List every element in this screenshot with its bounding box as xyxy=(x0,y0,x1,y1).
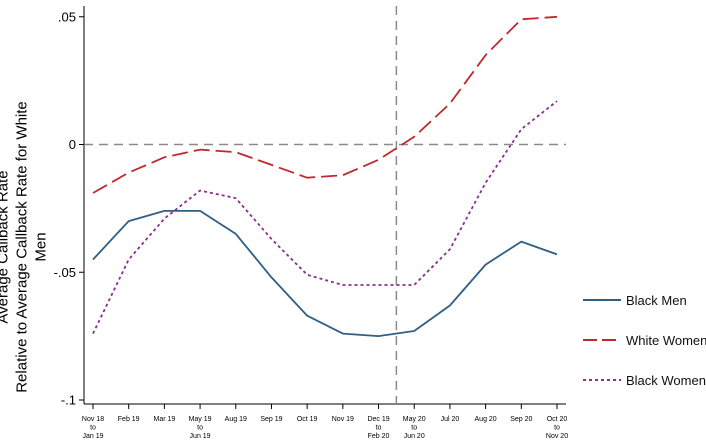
x-tick-label: May 19 to Jun 19 xyxy=(189,416,212,440)
legend: Black Men White Women Black Women xyxy=(582,293,706,413)
x-tick-label: Mar 19 xyxy=(153,416,175,423)
series-line-black-men xyxy=(92,209,558,338)
x-tick-label: Sep 19 xyxy=(260,416,282,423)
legend-item-black-men: Black Men xyxy=(582,293,706,333)
legend-swatch-dot xyxy=(583,379,621,381)
legend-item-black-women: Black Women xyxy=(582,373,706,413)
y-axis-label-line1: Average Callback Rate xyxy=(0,170,12,324)
series-line-black-women xyxy=(92,100,558,334)
x-tick-label: Aug 20 xyxy=(475,416,497,423)
series-lines xyxy=(92,15,558,338)
reference-lines xyxy=(84,6,566,404)
x-tick-label: Feb 19 xyxy=(118,416,140,423)
legend-swatch-solid xyxy=(583,299,621,301)
legend-label: Black Women xyxy=(626,373,706,388)
legend-item-white-women: White Women xyxy=(582,333,706,373)
legend-label: Black Men xyxy=(626,293,687,308)
legend-label: White Women xyxy=(626,333,706,348)
y-axis-label-line2: Relative to Average Callback Rate for Wh… xyxy=(13,101,50,393)
x-tick-label: Aug 19 xyxy=(225,416,247,423)
x-tick-label: Dec 19 to Feb 20 xyxy=(367,416,389,440)
y-tick-label: -.05 xyxy=(54,265,76,280)
y-tick-label: .05 xyxy=(58,9,76,24)
legend-swatch-dash xyxy=(583,339,621,341)
x-tick-label: Sep 20 xyxy=(510,416,532,423)
tick-labels: .05 0 -.05 -.1 Nov 18 to Jan 19 Feb 19 Mar 19 May… xyxy=(54,9,569,440)
x-tick-label: May 20 to Jun 20 xyxy=(403,416,426,440)
x-tick-label: Oct 20 to Nov 20 xyxy=(546,416,568,440)
axes xyxy=(79,6,566,409)
x-tick-label: Oct 19 xyxy=(297,416,318,423)
x-tick-label: Nov 18 to Jan 19 xyxy=(82,416,104,440)
x-tick-label: Nov 19 xyxy=(332,416,354,423)
y-tick-label: -.1 xyxy=(61,393,76,408)
series-line-white-women xyxy=(92,15,558,194)
x-tick-label: Jul 20 xyxy=(441,416,460,423)
y-tick-label: 0 xyxy=(69,137,76,152)
y-axis-label: Average Callback Rate Relative to Averag… xyxy=(0,92,50,402)
